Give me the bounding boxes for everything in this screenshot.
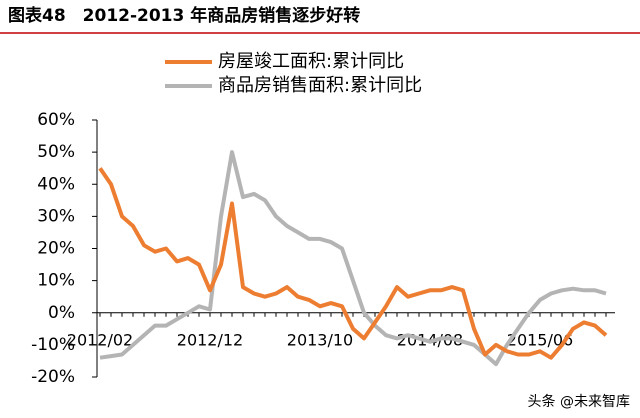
legend-label: 房屋竣工面积:累计同比 [218, 51, 404, 72]
legend-label: 商品房销售面积:累计同比 [218, 75, 422, 96]
chart-title: 图表48 2012-2013 年商品房销售逐步好转 [8, 5, 360, 26]
series-line [98, 167, 608, 360]
x-tick-label: 2015/06 [507, 330, 573, 349]
x-tick-label: 2012/02 [67, 330, 133, 349]
x-tick-label: 2013/10 [287, 330, 353, 349]
y-tick-label: 30% [37, 206, 75, 226]
y-tick-label: 20% [37, 239, 75, 259]
y-tick-label: 0% [48, 303, 75, 323]
y-tick-label: 40% [37, 174, 75, 194]
y-tick-label: -20% [31, 367, 75, 387]
x-tick-label: 2012/12 [177, 330, 243, 349]
series-line [99, 150, 607, 367]
y-tick-label: 50% [37, 142, 75, 162]
y-tick-label: 60% [37, 110, 75, 130]
watermark: 头条 @未来智库 [528, 393, 630, 410]
y-tick-label: -10% [31, 335, 75, 355]
y-tick-label: 10% [37, 271, 75, 291]
